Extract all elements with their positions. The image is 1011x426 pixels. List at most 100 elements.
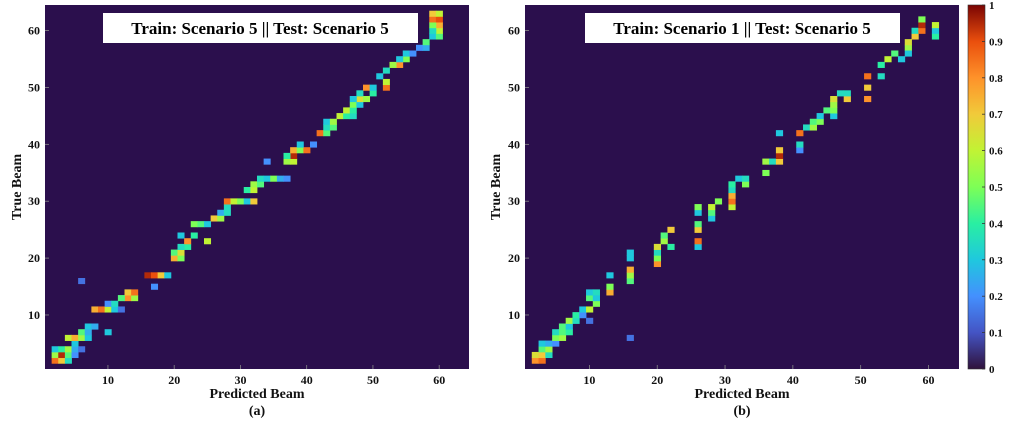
colorbar-tick-label: 0.8 xyxy=(989,73,1003,85)
heatmap-cell xyxy=(303,147,311,154)
heatmap-cell xyxy=(538,357,546,364)
y-ticks-a: 10 20 30 40 50 60 xyxy=(28,24,49,322)
heatmap-cell xyxy=(78,334,86,341)
heatmap-cell xyxy=(558,323,567,330)
heatmap-cell xyxy=(78,278,86,285)
y-tick-label: 30 xyxy=(28,194,40,208)
heatmap-cell xyxy=(257,181,265,188)
heatmap-cell xyxy=(356,96,364,103)
heatmap-cell xyxy=(51,346,59,353)
heatmap-cell xyxy=(931,22,940,29)
heatmap-cell xyxy=(877,61,885,68)
heatmap-cell xyxy=(84,334,92,341)
heatmap-cell xyxy=(728,187,736,194)
heatmap-cell xyxy=(714,198,723,205)
heatmap-panel-b: 10 20 30 40 50 60 10 20 30 40 50 60 Train: Scenari… xyxy=(489,5,959,419)
heatmap-cell xyxy=(435,22,443,29)
heatmap-cell xyxy=(217,215,225,222)
heatmap-cell xyxy=(545,340,553,347)
heatmap-cell xyxy=(71,351,79,359)
heatmap-cell xyxy=(531,357,539,364)
heatmap-cell xyxy=(422,44,430,51)
heatmap-cell xyxy=(694,209,702,216)
heatmap-cell xyxy=(104,306,112,313)
chart-title-b: Train: Scenario 1 || Test: Scenario 5 xyxy=(613,19,870,38)
heatmap-cell xyxy=(58,357,66,364)
heatmap-cell xyxy=(64,357,72,364)
x-tick-label: 20 xyxy=(168,373,180,387)
heatmap-cell xyxy=(823,107,831,114)
heatmap-cell xyxy=(694,204,702,211)
y-tick-label: 10 xyxy=(508,308,520,322)
heatmap-cell xyxy=(329,124,337,131)
x-tick-label: 30 xyxy=(234,373,246,387)
heatmap-cell xyxy=(796,147,804,154)
heatmap-cell xyxy=(667,226,675,233)
heatmap-cell xyxy=(223,198,231,205)
heatmap-cell xyxy=(626,249,634,256)
colorbar: 1 0.9 0.8 0.7 0.6 0.5 0.4 0.3 0.2 0.1 0 xyxy=(967,0,1003,376)
heatmap-cell xyxy=(204,221,212,228)
heatmap-cell xyxy=(728,181,736,188)
heatmap-cell xyxy=(296,141,304,148)
y-tick-label: 50 xyxy=(508,80,520,94)
heatmap-cell xyxy=(918,22,926,29)
heatmap-cell xyxy=(349,96,357,103)
heatmap-cell xyxy=(769,158,777,165)
heatmap-cell xyxy=(816,113,824,120)
heatmap-cell xyxy=(71,346,79,353)
colorbar-tick-label: 0.5 xyxy=(989,182,1003,194)
heatmap-cell xyxy=(204,238,212,245)
heatmap-cell xyxy=(864,84,872,91)
title-box-a xyxy=(103,13,418,43)
heatmap-cell xyxy=(877,73,885,80)
heatmap-cell xyxy=(177,249,185,256)
heatmap-cell xyxy=(742,181,750,188)
heatmap-cell xyxy=(606,289,614,296)
heatmap-cell xyxy=(382,67,390,74)
heatmap-cell xyxy=(157,272,165,279)
heatmap-panel-a: 10 20 30 40 50 60 10 20 30 40 50 60 Train: Scenari… xyxy=(10,5,469,419)
heatmap-cell xyxy=(545,351,553,359)
heatmap-cell xyxy=(230,198,238,205)
heatmap-cell xyxy=(531,351,539,359)
heatmap-cell xyxy=(626,272,634,279)
heatmap-cell xyxy=(653,249,662,256)
heatmap-cell xyxy=(111,306,119,313)
x-tick-label: 30 xyxy=(719,373,731,387)
heatmap-cell xyxy=(592,295,600,302)
heatmap-cell xyxy=(911,33,919,40)
y-axis-label-a: True Beam xyxy=(10,154,25,221)
heatmap-cell xyxy=(250,181,258,188)
heatmap-cell xyxy=(586,306,594,313)
heatmap-cell xyxy=(131,295,139,302)
heatmap-cell xyxy=(396,56,404,63)
heatmap-cell xyxy=(184,243,192,250)
heatmap-cell xyxy=(558,334,567,341)
heatmap-cell xyxy=(356,101,364,108)
colorbar-tick-label: 0.7 xyxy=(989,109,1003,121)
x-tick-label: 40 xyxy=(301,373,313,387)
heatmap-cell xyxy=(250,187,258,194)
heatmap-cell xyxy=(626,334,634,341)
heatmap-cell xyxy=(283,175,291,182)
x-ticks-a: 10 20 30 40 50 60 xyxy=(102,365,445,387)
x-tick-label: 10 xyxy=(583,373,595,387)
y-tick-label: 20 xyxy=(28,251,40,265)
heatmap-cell xyxy=(762,158,770,165)
heatmap-cell xyxy=(382,78,390,86)
y-tick-label: 30 xyxy=(508,194,520,208)
heatmap-cell xyxy=(931,33,940,40)
heatmap-cell xyxy=(369,90,377,97)
heatmap-cell xyxy=(409,50,417,57)
heatmap-cell xyxy=(283,158,291,165)
colorbar-tick-label: 0.4 xyxy=(989,218,1003,230)
heatmap-cell xyxy=(190,221,198,228)
x-tick-label: 50 xyxy=(855,373,867,387)
heatmap-cell xyxy=(151,272,159,279)
heatmap-cell xyxy=(117,295,125,302)
heatmap-cell xyxy=(283,152,291,159)
heatmap-cell xyxy=(579,312,587,319)
x-ticks-b: 10 20 30 40 50 60 xyxy=(583,365,934,387)
